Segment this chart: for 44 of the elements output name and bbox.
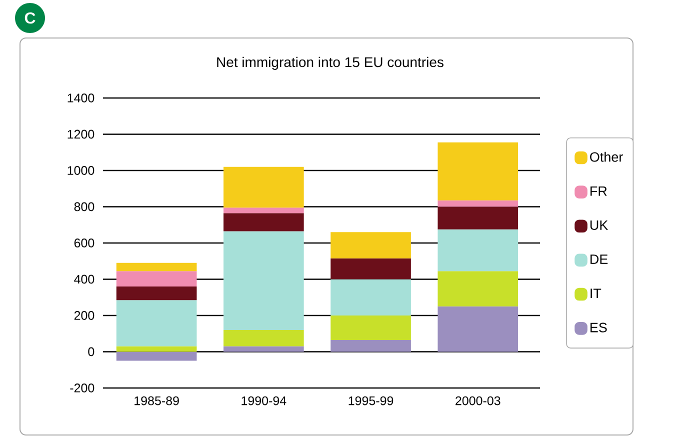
bar [116, 300, 197, 346]
bar [224, 231, 304, 330]
bar [438, 206, 518, 230]
bar [224, 346, 304, 352]
legend-label: ES [590, 322, 607, 332]
bar [224, 213, 304, 232]
y-tick-label: 200 [74, 311, 94, 320]
legend-label: FR [590, 186, 607, 196]
bar [224, 166, 304, 208]
x-tick-label: 1995-99 [348, 396, 394, 406]
y-tick-label: 1200 [68, 130, 94, 139]
bar [116, 271, 197, 286]
y-tick-label: 400 [74, 274, 94, 284]
y-tick-label: -200 [70, 384, 94, 392]
bar [438, 229, 518, 272]
x-tick-label: 1985-89 [134, 396, 179, 406]
x-tick-label: 2000-03 [456, 396, 500, 406]
bar [438, 142, 518, 200]
legend-label: UK [590, 220, 608, 230]
y-tick-label: 1400 [68, 94, 94, 102]
bar [224, 208, 304, 214]
bar [330, 315, 411, 340]
text: C [24, 12, 36, 24]
bar [438, 306, 518, 352]
bar [116, 346, 197, 352]
bar [330, 279, 411, 316]
bar [438, 271, 518, 306]
chart-title: Net immigration into 15 EU countries [217, 56, 444, 70]
y-tick-label: 0 [88, 347, 94, 356]
y-tick-label: 600 [74, 238, 94, 248]
bar [330, 232, 411, 258]
bar [224, 330, 304, 346]
bar [330, 258, 411, 280]
bar [116, 352, 197, 361]
y-tick-label: 800 [74, 202, 94, 212]
x-tick-label: 1990-94 [242, 396, 286, 406]
bar [116, 286, 197, 300]
y-tick-label: 1000 [68, 166, 94, 175]
legend-label: DE [590, 254, 608, 264]
bar [330, 340, 411, 352]
legend-label: Other [590, 152, 623, 162]
bar [438, 200, 518, 207]
bar [116, 262, 197, 272]
legend-label: IT [590, 288, 602, 298]
